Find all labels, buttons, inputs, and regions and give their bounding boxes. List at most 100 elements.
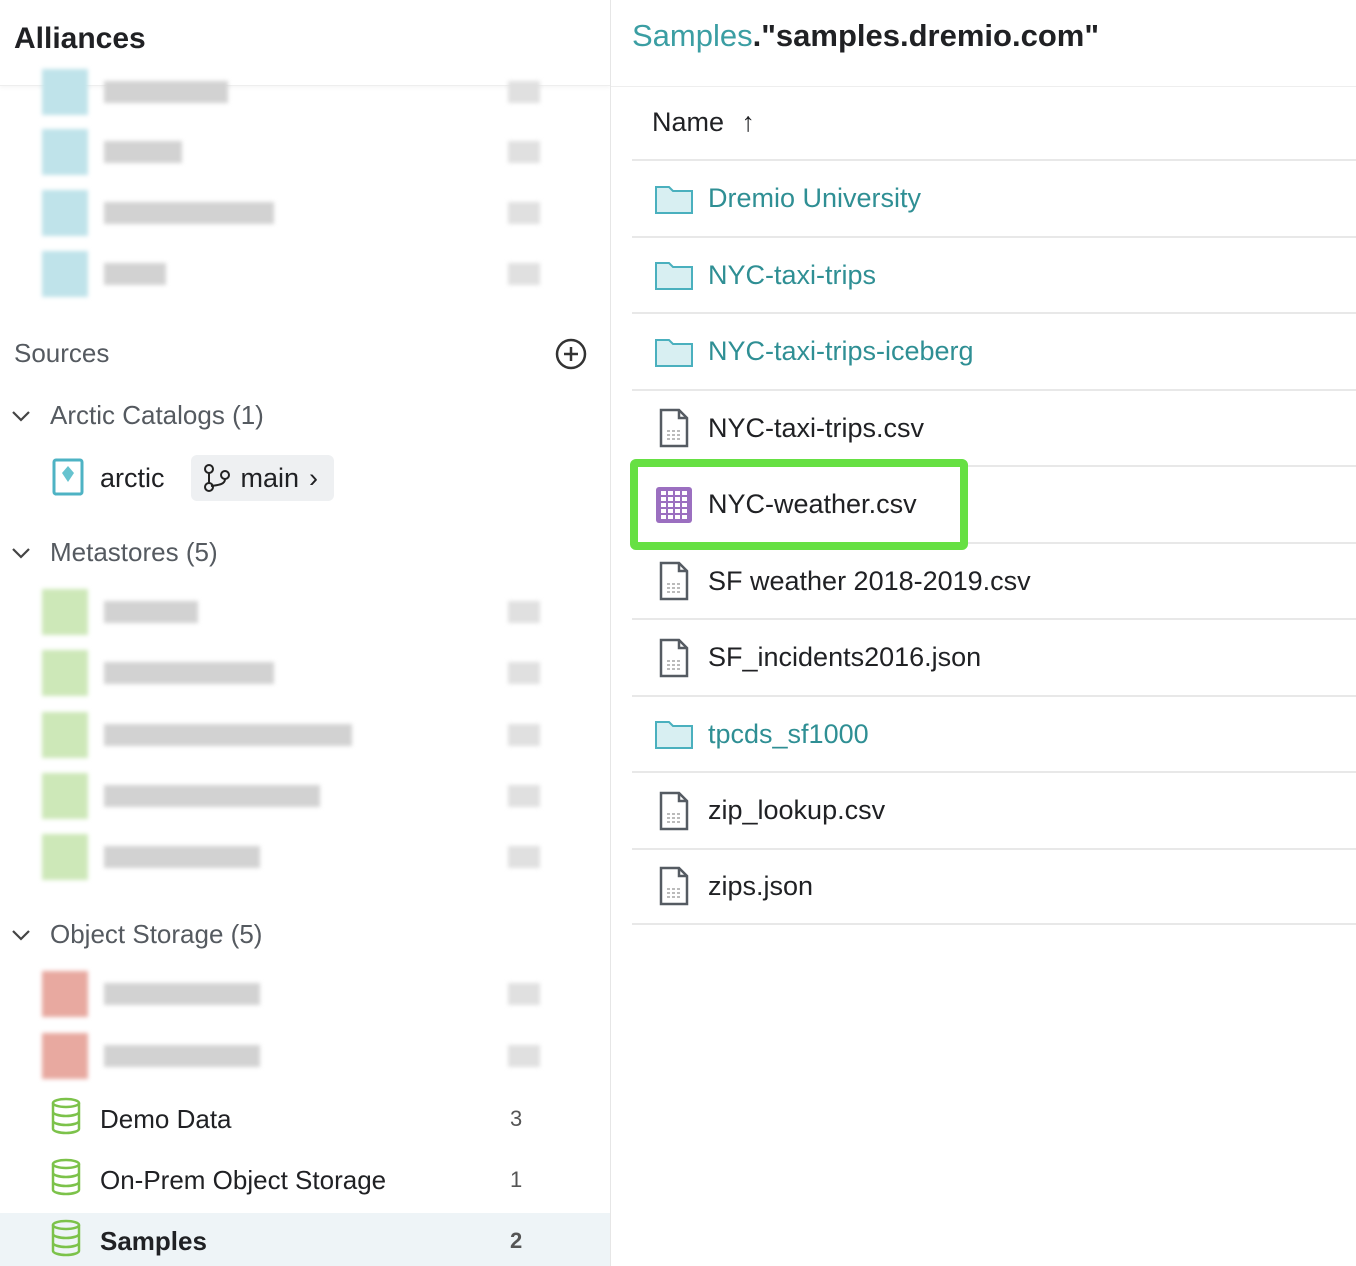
redacted-item[interactable] — [42, 69, 542, 115]
redacted-icon — [42, 1033, 88, 1079]
redacted-count — [508, 846, 540, 868]
folder-icon — [654, 714, 694, 754]
sidebar: Alliances Sources Arctic Catalogs (1) ar… — [0, 0, 611, 1266]
group-object-storage[interactable]: Object Storage (5) — [10, 919, 262, 950]
row-name: SF weather 2018-2019.csv — [708, 565, 1031, 596]
database-icon — [50, 1219, 82, 1264]
redacted-icon — [42, 190, 88, 236]
row-name: NYC-taxi-trips.csv — [708, 412, 925, 443]
folder-row[interactable]: NYC-taxi-trips-iceberg — [632, 312, 1356, 389]
file-icon — [654, 866, 694, 906]
database-icon — [50, 1097, 82, 1142]
row-name: zip_lookup.csv — [708, 795, 886, 825]
folder-row[interactable]: Dremio University — [632, 159, 1356, 236]
redacted-text — [104, 1045, 260, 1067]
sources-heading: Sources — [14, 338, 110, 368]
folder-icon — [654, 179, 694, 219]
breadcrumb: Samples."samples.dremio.com" — [632, 18, 1099, 54]
group-metastores[interactable]: Metastores (5) — [10, 537, 218, 568]
row-name: NYC-taxi-trips — [708, 259, 877, 290]
redacted-item[interactable] — [42, 712, 542, 758]
redacted-count — [508, 785, 540, 807]
arctic-catalog-icon — [52, 458, 84, 496]
redacted-icon — [42, 971, 88, 1017]
folder-icon — [654, 332, 694, 372]
redacted-text — [104, 263, 166, 285]
redacted-count — [508, 81, 540, 103]
sidebar-title: Alliances — [0, 0, 610, 86]
redacted-icon — [42, 589, 88, 635]
redacted-count — [508, 601, 540, 623]
file-icon — [654, 791, 694, 831]
row-name: Dremio University — [708, 183, 922, 213]
redacted-icon — [42, 773, 88, 819]
redacted-item[interactable] — [42, 190, 542, 236]
source-count: 3 — [510, 1106, 523, 1131]
file-row[interactable]: zips.json — [632, 847, 1356, 925]
source-item[interactable]: Demo Data 3 — [50, 1091, 610, 1147]
redacted-text — [104, 662, 274, 684]
redacted-count — [508, 983, 540, 1005]
source-item[interactable]: On-Prem Object Storage 1 — [50, 1152, 610, 1208]
redacted-item[interactable] — [42, 834, 542, 880]
source-name: Demo Data — [100, 1103, 232, 1134]
row-name: NYC-taxi-trips-iceberg — [708, 336, 974, 366]
breadcrumb-link[interactable]: Samples — [632, 18, 753, 53]
source-count: 1 — [510, 1167, 523, 1192]
branch-button[interactable]: main › — [190, 455, 335, 501]
arctic-catalog-item[interactable]: arctic main › — [52, 455, 335, 501]
redacted-count — [508, 662, 540, 684]
chevron-down-icon — [12, 547, 30, 559]
redacted-item[interactable] — [42, 589, 542, 635]
redacted-item[interactable] — [42, 251, 542, 297]
redacted-item[interactable] — [42, 773, 542, 819]
file-row[interactable]: SF weather 2018-2019.csv — [632, 541, 1356, 619]
redacted-icon — [42, 129, 88, 175]
sort-arrow-up-icon: ↑ — [741, 107, 756, 137]
database-icon — [50, 1158, 82, 1203]
breadcrumb-current: ."samples.dremio.com" — [752, 18, 1100, 53]
group-arctic-catalogs[interactable]: Arctic Catalogs (1) — [10, 400, 264, 431]
redacted-item[interactable] — [42, 129, 542, 175]
redacted-icon — [42, 251, 88, 297]
redacted-text — [104, 846, 260, 868]
redacted-count — [508, 141, 540, 163]
dataset-row[interactable]: NYC-weather.csv — [632, 465, 1356, 542]
redacted-icon — [42, 69, 88, 115]
folder-row[interactable]: NYC-taxi-trips — [632, 235, 1356, 313]
redacted-text — [104, 983, 260, 1005]
highlight-box — [630, 459, 968, 550]
redacted-text — [104, 601, 198, 623]
file-row[interactable]: NYC-taxi-trips.csv — [632, 388, 1356, 466]
source-name: Samples — [100, 1225, 207, 1256]
add-source-icon[interactable] — [555, 338, 587, 370]
redacted-count — [508, 1045, 540, 1067]
file-row[interactable]: SF_incidents2016.json — [632, 618, 1356, 695]
divider — [611, 86, 1356, 87]
redacted-text — [104, 81, 228, 103]
redacted-icon — [42, 834, 88, 880]
row-name: tpcds_sf1000 — [708, 718, 869, 749]
redacted-count — [508, 263, 540, 285]
redacted-text — [104, 724, 352, 746]
folder-icon — [654, 255, 694, 295]
row-name: zips.json — [708, 870, 814, 901]
chevron-down-icon — [12, 410, 30, 422]
dataset-icon — [654, 485, 694, 525]
source-item[interactable]: Samples 2 — [0, 1213, 610, 1266]
arctic-label: arctic — [100, 462, 165, 493]
source-name: On-Prem Object Storage — [100, 1164, 387, 1195]
file-icon — [654, 408, 694, 448]
redacted-text — [104, 141, 182, 163]
redacted-item[interactable] — [42, 650, 542, 696]
redacted-text — [104, 785, 320, 807]
redacted-text — [104, 202, 274, 224]
folder-row[interactable]: tpcds_sf1000 — [632, 694, 1356, 772]
redacted-item[interactable] — [42, 1033, 542, 1079]
branch-icon — [203, 464, 230, 492]
file-row[interactable]: zip_lookup.csv — [632, 771, 1356, 848]
column-header-name[interactable]: Name ↑ — [652, 107, 755, 138]
column-label: Name — [652, 107, 725, 137]
chevron-right-icon: › — [309, 462, 319, 493]
redacted-item[interactable] — [42, 971, 542, 1017]
